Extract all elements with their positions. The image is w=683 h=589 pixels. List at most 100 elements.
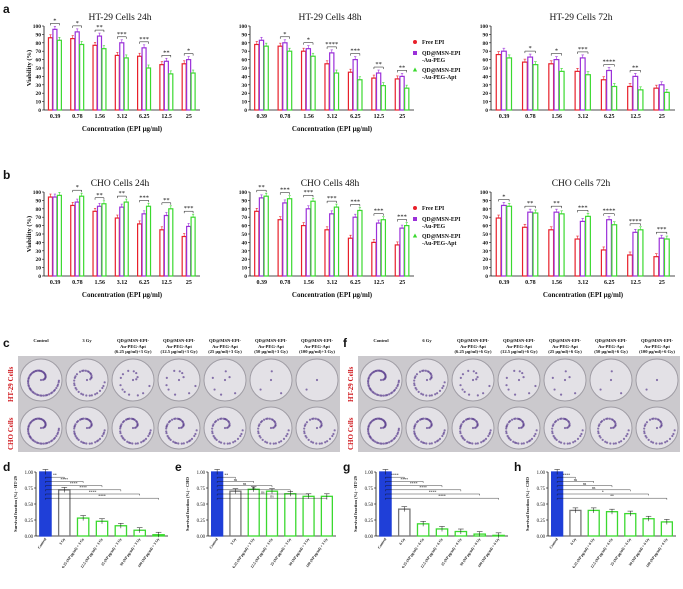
x-tick-label: 50 (NP μg/ml) + 6 Gy — [459, 537, 481, 567]
colony — [388, 441, 391, 444]
colony — [167, 388, 170, 391]
colony — [564, 370, 567, 373]
colony — [324, 441, 327, 444]
colony — [551, 432, 554, 435]
x-tick-label: 25 — [399, 114, 405, 120]
colony — [278, 441, 281, 444]
colony — [265, 441, 269, 444]
colony — [487, 434, 490, 438]
colony — [393, 388, 397, 391]
bar-qd-peg-apt — [333, 206, 340, 277]
colony — [214, 437, 217, 440]
colony — [76, 437, 79, 440]
colony — [175, 441, 178, 445]
bar-qd-peg-apt — [310, 200, 316, 277]
y-tick-label: 0.75 — [197, 487, 206, 492]
plate-c-row-ht29: HT-29 Cells — [7, 366, 15, 402]
legend-marker-qd-peg — [413, 217, 417, 221]
y-tick-label: 100 — [239, 190, 248, 196]
bar-free-epi — [347, 71, 354, 111]
x-tick-label: 0.39 — [499, 280, 510, 286]
colony — [320, 424, 323, 428]
y-tick-label: 0.00 — [197, 535, 206, 540]
y-tick-label: 0.75 — [537, 487, 546, 492]
plate-c-row-cho: CHO Cells — [7, 417, 15, 450]
colony — [143, 439, 146, 442]
bar-qd-peg — [141, 213, 147, 277]
colony — [131, 426, 135, 430]
sig-bracket — [577, 210, 589, 213]
colony — [370, 389, 373, 392]
bar-free-epi — [324, 229, 330, 277]
colony — [597, 432, 600, 435]
plate-col-label-c: Control — [33, 338, 49, 343]
y-tick-label: 10 — [36, 100, 42, 106]
panel-letter-b: b — [3, 168, 11, 182]
colony — [224, 370, 227, 373]
y-tick-label: 30 — [242, 83, 248, 89]
colony — [644, 434, 647, 438]
colony — [467, 369, 470, 372]
colony — [551, 427, 554, 430]
colony — [427, 426, 431, 429]
colony — [182, 375, 185, 379]
y-tick-label: 0.00 — [365, 535, 374, 540]
sig-bracket — [45, 489, 122, 492]
sig-bracket — [161, 202, 172, 205]
colony — [98, 389, 102, 393]
colony — [182, 442, 185, 445]
sig-label: ** — [96, 192, 103, 199]
colony — [599, 388, 602, 391]
colony — [219, 393, 223, 396]
colony — [413, 384, 416, 387]
colony — [78, 370, 82, 373]
colony — [280, 440, 283, 443]
y-tick-label: 0.25 — [197, 519, 206, 524]
colony — [214, 420, 218, 423]
colony — [645, 388, 648, 391]
colony — [39, 369, 43, 373]
sig-label: ns — [261, 490, 265, 494]
sig-bracket — [385, 481, 424, 483]
colony — [40, 442, 43, 445]
colony — [273, 420, 276, 424]
sig-bracket — [385, 493, 480, 496]
colony — [34, 440, 37, 443]
plate-col-label-c: QD@MSN-EPI- Au-PEG-Apt (12.5 μg/ml)+3 Gy… — [160, 338, 198, 354]
colony — [181, 420, 184, 424]
colony — [438, 389, 442, 393]
sig-bracket — [556, 481, 594, 483]
chart-title: CHO Cells 72h — [552, 179, 611, 189]
colony — [414, 423, 417, 426]
colony — [413, 379, 416, 382]
colony — [436, 392, 439, 395]
colony — [182, 423, 185, 426]
bar-qd-peg — [186, 225, 192, 277]
colony — [627, 429, 630, 432]
y-tick-label: 70 — [483, 215, 489, 221]
sig-bracket — [72, 189, 82, 193]
survival-bar — [605, 511, 619, 537]
sig-label: ** — [163, 49, 170, 56]
colony — [97, 439, 100, 442]
colony — [372, 439, 375, 442]
colony — [228, 375, 231, 379]
colony — [257, 432, 260, 435]
colony — [127, 393, 131, 396]
colony — [598, 423, 601, 426]
colony — [517, 442, 520, 445]
colony — [551, 376, 554, 379]
x-tick-label: 25 (NP μg/ml) + 6 Gy — [440, 537, 462, 567]
colony — [73, 433, 76, 436]
colony — [422, 369, 425, 372]
colony — [529, 439, 532, 442]
colony — [89, 372, 92, 376]
colony — [469, 441, 472, 445]
colony — [319, 420, 322, 424]
bar-qd-peg-apt — [611, 85, 618, 111]
colony — [232, 441, 235, 444]
panel-letter-a: a — [3, 2, 10, 16]
x-tick-label: 0.78 — [280, 114, 291, 120]
x-tick-label: 25 — [659, 114, 665, 120]
y-axis-label: Viability (%) — [26, 216, 33, 252]
